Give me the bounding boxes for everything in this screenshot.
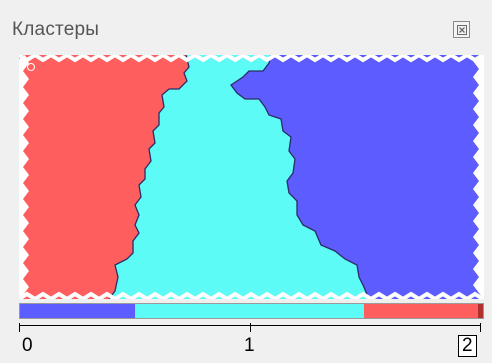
scale-label-0: 0 (22, 335, 33, 356)
map-top-edge (19, 55, 484, 63)
cluster-border-blue-cyan (230, 55, 370, 299)
cluster-legend-bar (19, 303, 484, 319)
cluster-region-red[interactable] (19, 55, 189, 299)
close-button[interactable] (453, 21, 470, 38)
scale-tick-1 (250, 323, 251, 332)
scale-tick-2 (480, 323, 481, 332)
legend-end-marker (478, 304, 483, 318)
cluster-border-red-cyan (108, 55, 190, 299)
cluster-region-blue[interactable] (231, 55, 484, 299)
scale-tick-0 (19, 323, 20, 332)
window-title: Кластеры (12, 19, 100, 40)
cluster-map[interactable] (19, 55, 484, 299)
close-icon (457, 25, 467, 35)
position-marker-icon (27, 63, 35, 71)
legend-segment-cluster-1 (134, 304, 364, 318)
map-left-edge (19, 55, 29, 299)
map-bottom-edge (19, 291, 484, 299)
scale-label-1: 1 (244, 335, 255, 356)
legend-segment-cluster-2 (363, 304, 478, 318)
map-right-edge (473, 55, 484, 299)
scale-label-2-selected[interactable]: 2 (458, 335, 477, 357)
legend-segment-cluster-0 (20, 304, 135, 318)
